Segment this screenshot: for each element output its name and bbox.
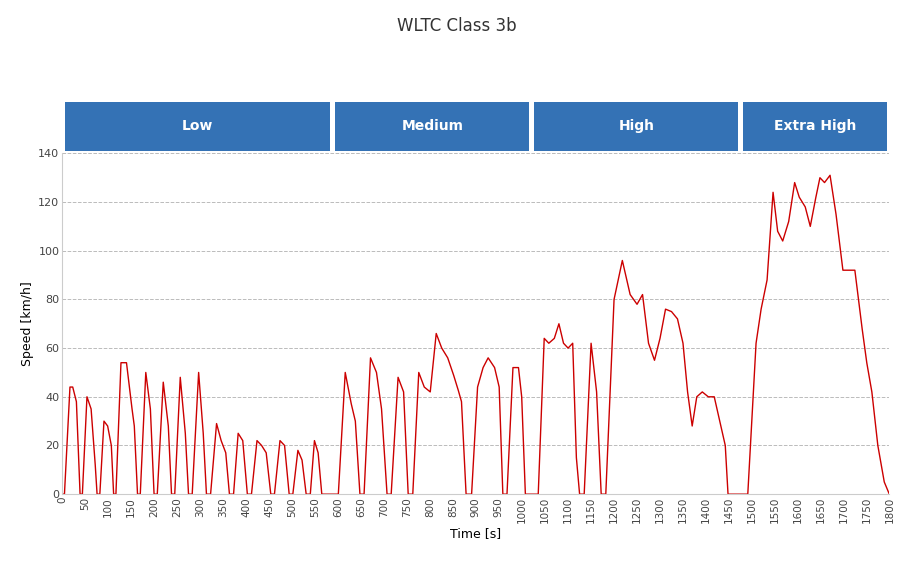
Bar: [65, 102, 330, 151]
Text: Medium: Medium: [401, 119, 463, 133]
Bar: [335, 102, 529, 151]
Bar: [535, 102, 739, 151]
X-axis label: Time [s]: Time [s]: [451, 528, 501, 541]
Text: High: High: [619, 119, 654, 133]
Text: Extra High: Extra High: [774, 119, 856, 133]
Text: Low: Low: [182, 119, 213, 133]
Bar: [743, 102, 887, 151]
Y-axis label: Speed [km/h]: Speed [km/h]: [21, 281, 34, 366]
Text: WLTC Class 3b: WLTC Class 3b: [398, 17, 516, 35]
